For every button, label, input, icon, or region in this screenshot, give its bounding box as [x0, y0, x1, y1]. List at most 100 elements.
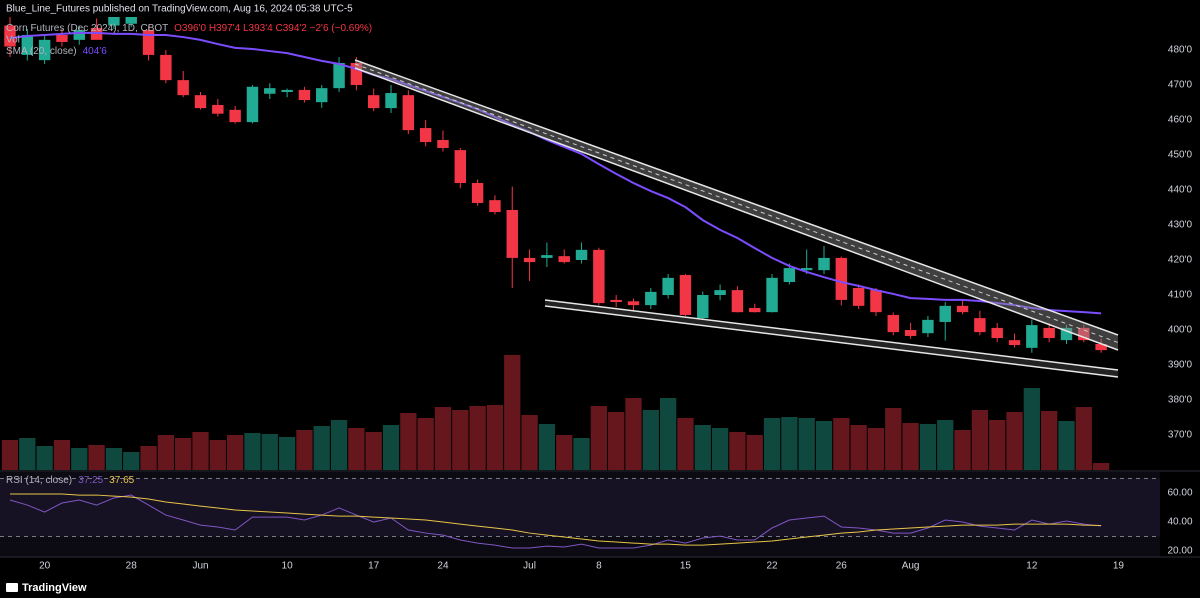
volume-bar — [1058, 421, 1075, 470]
volume-bar — [711, 428, 729, 470]
trendlines — [354, 59, 1119, 378]
rsi-line — [9, 493, 1102, 546]
volume-bar — [937, 420, 954, 470]
volume-bar — [556, 435, 573, 470]
candle-body — [939, 305, 951, 322]
volume-bar — [140, 446, 157, 470]
y-tick-label: 370'0 — [1168, 430, 1193, 441]
volume-bar — [417, 418, 434, 470]
candle-body — [852, 288, 865, 306]
volume-bar — [365, 432, 382, 470]
x-tick-label: 19 — [1113, 561, 1125, 572]
y-tick-label: 390'0 — [1168, 360, 1193, 371]
x-tick-label: 28 — [126, 561, 138, 572]
legend-sma-name: SMA (20, close) — [6, 46, 77, 57]
candle-body — [264, 88, 276, 94]
volume-bar — [382, 425, 400, 470]
candle-body — [627, 301, 640, 306]
candle-body — [749, 307, 761, 313]
candle-body — [731, 290, 744, 313]
volume-bar — [504, 355, 521, 470]
candle-body — [298, 89, 311, 101]
candle-body — [523, 257, 536, 263]
volume-bar — [244, 433, 261, 470]
legend-rsi: RSI (14, close) 37.25 37.65 — [6, 475, 135, 486]
x-tick-label: 22 — [766, 561, 778, 572]
legend-ohlc: O396'0 H397'4 L393'4 C394'2 −2'6 (−0.69%… — [174, 23, 372, 34]
volume-bar — [400, 413, 417, 470]
volume-bar — [71, 448, 88, 470]
volume-bar — [1023, 388, 1040, 470]
x-tick-label: 10 — [282, 561, 294, 572]
x-tick-label: Aug — [902, 561, 920, 572]
rsi-line — [9, 494, 1102, 549]
y-tick-label: 470'0 — [1168, 80, 1193, 91]
volume-bar — [642, 410, 659, 470]
volume-bar — [209, 440, 226, 470]
candle-body — [662, 277, 674, 296]
candle-body — [281, 89, 293, 93]
volume-bar — [885, 408, 902, 470]
y-tick-label: 450'0 — [1168, 150, 1193, 161]
volume-bar — [313, 426, 330, 470]
rsi-tick-label: 20.00 — [1167, 546, 1192, 557]
candle-body — [471, 183, 484, 203]
volume-bar — [1075, 407, 1092, 470]
candle-body — [316, 88, 328, 103]
rsi-tick-label: 40.00 — [1167, 517, 1192, 528]
footer: TradingView — [6, 582, 87, 594]
y-tick-label: 380'0 — [1168, 395, 1193, 406]
candle-body — [1026, 325, 1038, 348]
volume-bar — [452, 410, 469, 470]
candle-body — [1008, 340, 1021, 346]
volume-bar — [590, 406, 607, 470]
volume-bar — [1006, 412, 1023, 470]
y-tick-label: 420'0 — [1168, 255, 1193, 266]
candle-body — [437, 139, 449, 149]
x-tick-label: Jun — [192, 561, 208, 572]
candle-body — [1043, 327, 1055, 339]
volume-bar — [954, 430, 971, 470]
candle-body — [835, 257, 848, 300]
volume-bar — [971, 410, 989, 470]
volume-bar — [815, 421, 833, 470]
candle-body — [367, 95, 380, 109]
candle-body — [333, 62, 345, 89]
y-tick-label: 460'0 — [1168, 115, 1193, 126]
candle-body — [610, 299, 622, 303]
rsi-pane — [0, 472, 1160, 557]
volume-bar — [261, 434, 278, 470]
volume-bar — [781, 417, 798, 470]
legend-rsi-ma-value: 37.65 — [109, 475, 134, 486]
volume-bar — [867, 428, 885, 470]
rsi-band-fill — [0, 478, 1160, 537]
legend-main: Corn Futures (Dec 2024), 1D, CBOT O396'0 … — [6, 23, 372, 34]
candle-body — [887, 314, 899, 333]
volume-bar — [157, 435, 175, 470]
volume-bar — [763, 418, 781, 470]
volume-bar — [850, 425, 867, 470]
volume-bar — [36, 446, 53, 470]
x-tick-label: 8 — [596, 561, 602, 572]
candle-body — [956, 305, 969, 313]
volume-bar — [469, 406, 486, 470]
volume-bar — [521, 415, 538, 470]
x-tick-label: 20 — [39, 561, 51, 572]
legend-rsi-value: 37.25 — [78, 475, 103, 486]
volume-bar — [53, 440, 71, 470]
candle-body — [697, 295, 709, 319]
candle-body — [1078, 327, 1090, 341]
candle-body — [904, 330, 917, 336]
x-tick-label: 17 — [368, 561, 380, 572]
brand: TradingView — [22, 582, 87, 594]
candle-body — [454, 150, 467, 184]
volume-bar — [746, 435, 763, 470]
volume-bar — [798, 418, 815, 470]
sma-line — [9, 31, 1102, 315]
candle-body — [1095, 344, 1107, 351]
x-tick-label: 24 — [437, 561, 449, 572]
candle-body — [56, 34, 68, 42]
volume-bar — [608, 412, 625, 470]
legend-rsi-name: RSI (14, close) — [6, 475, 72, 486]
volume-bar — [227, 435, 244, 470]
